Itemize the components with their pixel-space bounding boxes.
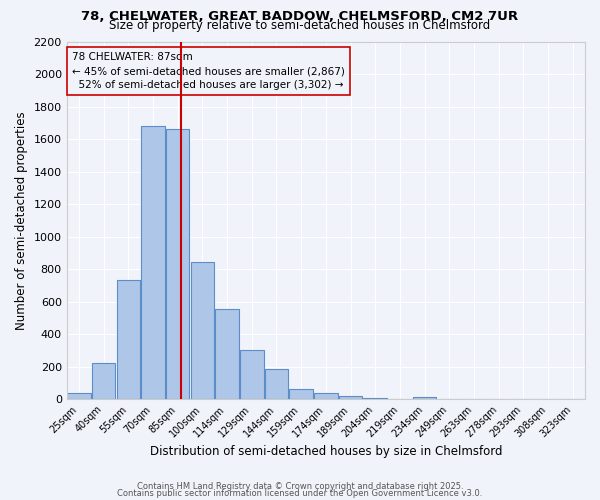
Bar [191,262,214,399]
Bar [67,392,91,399]
Y-axis label: Number of semi-detached properties: Number of semi-detached properties [15,111,28,330]
Text: 78 CHELWATER: 87sqm
← 45% of semi-detached houses are smaller (2,867)
  52% of s: 78 CHELWATER: 87sqm ← 45% of semi-detach… [72,52,345,90]
Bar [364,398,387,399]
Bar [142,126,165,399]
Bar [240,350,263,399]
Bar [265,369,288,399]
Bar [289,388,313,399]
Bar [92,362,115,399]
Bar [413,397,436,399]
Text: Contains public sector information licensed under the Open Government Licence v3: Contains public sector information licen… [118,490,482,498]
Text: Size of property relative to semi-detached houses in Chelmsford: Size of property relative to semi-detach… [109,18,491,32]
Bar [166,130,190,399]
Bar [116,280,140,399]
Text: Contains HM Land Registry data © Crown copyright and database right 2025.: Contains HM Land Registry data © Crown c… [137,482,463,491]
Bar [339,396,362,399]
X-axis label: Distribution of semi-detached houses by size in Chelmsford: Distribution of semi-detached houses by … [149,444,502,458]
Bar [215,309,239,399]
Text: 78, CHELWATER, GREAT BADDOW, CHELMSFORD, CM2 7UR: 78, CHELWATER, GREAT BADDOW, CHELMSFORD,… [82,10,518,23]
Bar [314,394,338,399]
